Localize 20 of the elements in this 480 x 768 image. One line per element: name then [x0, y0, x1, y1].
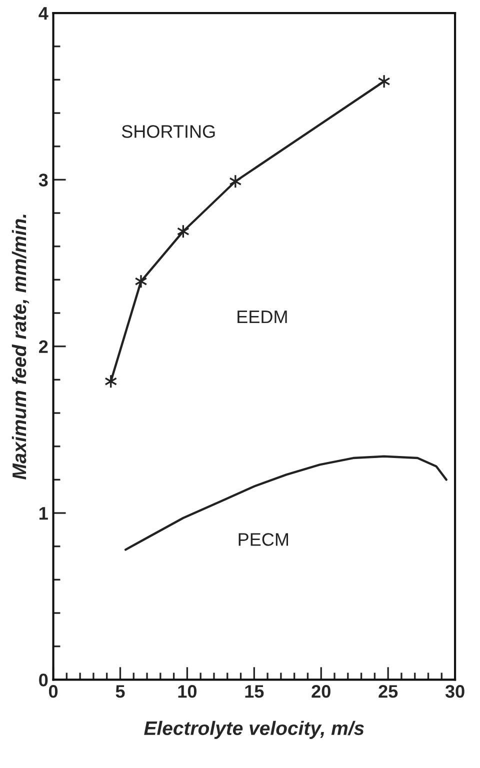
x-tick-label: 0: [48, 685, 58, 698]
x-tick-label: 5: [116, 685, 125, 698]
annotation: PECM: [238, 533, 288, 546]
point: [378, 74, 390, 88]
x-tick-label: 15: [245, 685, 264, 698]
y-axis-title: Maximum feed rate, mm/min.: [12, 214, 30, 480]
y-tick-label: 1: [40, 507, 48, 520]
line-series: [124, 455, 448, 551]
x-tick-label: 10: [178, 685, 196, 698]
x-tick-label: 25: [378, 685, 398, 698]
point: [134, 274, 148, 288]
y-tick-label: 3: [38, 174, 48, 186]
annotation: SHORTING: [122, 125, 215, 138]
x-tick-label: 30: [445, 685, 464, 698]
x-tick-label: 20: [312, 685, 330, 698]
y-tick-label: 2: [39, 340, 48, 353]
annotation: EEDM: [238, 310, 287, 324]
y-tick-label: 4: [38, 7, 48, 20]
x-axis-title: Electrolyte velocity, m/s: [144, 720, 364, 739]
y-tick-label: 0: [39, 674, 48, 686]
